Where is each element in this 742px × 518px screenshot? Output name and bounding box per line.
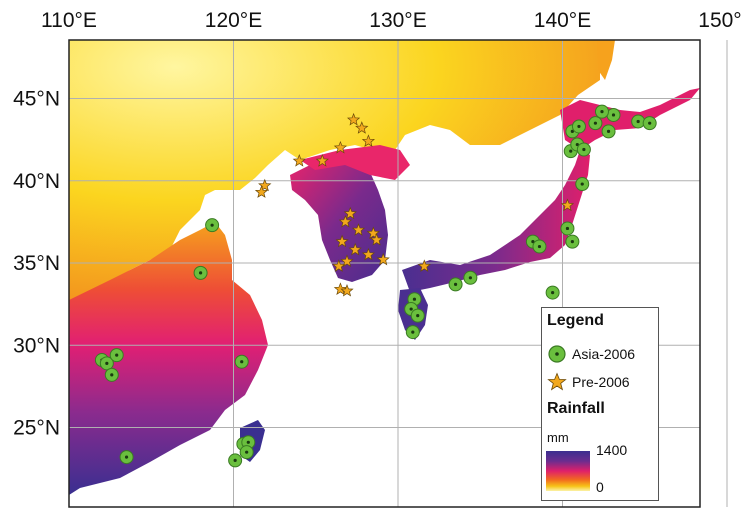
asia-2006-site-marker bbox=[239, 445, 254, 460]
asia-2006-site-marker bbox=[565, 234, 580, 249]
asia-2006-site-marker bbox=[545, 285, 560, 300]
asia-2006-site-marker bbox=[575, 177, 590, 192]
pre-2006-site-marker bbox=[376, 252, 390, 266]
pre-2006-site-marker bbox=[333, 140, 347, 154]
legend-pre-label: Pre-2006 bbox=[572, 374, 630, 390]
sakhalin bbox=[597, 40, 615, 80]
asia-2006-marker-icon bbox=[548, 345, 566, 363]
pre-2006-site-marker bbox=[369, 233, 384, 246]
rainfall-unit: mm bbox=[547, 430, 569, 445]
asia-2006-site-marker bbox=[410, 308, 425, 323]
asia-2006-site-marker bbox=[228, 453, 243, 468]
latitude-labels: 45°N 40°N 35°N 30°N 25°N bbox=[13, 88, 60, 440]
asia-2006-site-marker bbox=[205, 218, 220, 233]
longitude-tick-label: 150°E bbox=[698, 9, 742, 32]
rainfall-max-label: 1400 bbox=[596, 442, 628, 458]
asia-2006-site-marker bbox=[99, 356, 114, 371]
asia-2006-site-marker bbox=[631, 114, 646, 129]
asia-2006-site-marker bbox=[405, 325, 420, 340]
mainland-south bbox=[69, 222, 268, 495]
asia-2006-site-marker bbox=[104, 367, 119, 382]
asia-2006-site-marker bbox=[560, 221, 575, 236]
legend-panel: Legend Asia-2006 Pre-2006 Rainfall mm 14… bbox=[541, 307, 659, 501]
map-frame bbox=[68, 39, 701, 508]
pre-2006-site-marker bbox=[355, 121, 369, 134]
asia-2006-site-marker bbox=[109, 348, 124, 363]
longitude-tick-label: 120°E bbox=[205, 9, 262, 32]
northeast-land bbox=[300, 145, 410, 180]
asia-2006-site-marker bbox=[532, 239, 547, 254]
legend-row-asia: Asia-2006 bbox=[547, 344, 635, 364]
pre-2006-site-marker bbox=[315, 154, 329, 167]
asia-2006-site-marker bbox=[119, 450, 134, 465]
longitude-tick-label: 130°E bbox=[369, 9, 426, 32]
rainfall-title: Rainfall bbox=[547, 400, 605, 417]
longitude-labels: 110°E 120°E 130°E 140°E 150°E bbox=[41, 9, 742, 32]
legend-asia-label: Asia-2006 bbox=[572, 346, 636, 362]
legend-title: Legend bbox=[547, 312, 604, 329]
pre-2006-site-marker bbox=[417, 259, 431, 272]
pre-2006-site-marker bbox=[340, 284, 354, 297]
pre-2006-site-marker bbox=[361, 134, 376, 147]
asia-2006-site-marker bbox=[463, 270, 478, 285]
asia-2006-sites bbox=[94, 104, 657, 468]
asia-2006-site-marker bbox=[588, 116, 603, 131]
pre-2006-site-marker bbox=[340, 254, 354, 267]
asia-2006-site-marker bbox=[606, 107, 621, 122]
korea-peninsula bbox=[290, 160, 388, 282]
japan-honshu bbox=[402, 150, 590, 292]
asia-2006-site-marker bbox=[594, 104, 609, 119]
pre-2006-site-marker bbox=[332, 259, 346, 272]
pre-2006-site-marker bbox=[346, 112, 361, 126]
legend-row-pre: Pre-2006 bbox=[547, 372, 630, 392]
pre-2006-site-marker bbox=[348, 242, 362, 256]
longitude-tick-label: 140°E bbox=[534, 9, 591, 32]
mainland-north bbox=[69, 40, 600, 310]
japan-hokkaido bbox=[560, 88, 700, 150]
latitude-tick-label: 35°N bbox=[13, 252, 60, 275]
rainfall-colorbar bbox=[546, 451, 590, 491]
pre-2006-site-marker bbox=[351, 223, 366, 236]
latitude-tick-label: 25°N bbox=[13, 417, 60, 440]
pre-2006-site-marker bbox=[335, 234, 349, 248]
pre-2006-site-marker bbox=[254, 185, 269, 198]
asia-2006-site-marker bbox=[448, 277, 463, 292]
asia-2006-site-marker bbox=[576, 142, 591, 157]
pre-2006-site-marker bbox=[338, 214, 353, 228]
latitude-tick-label: 30°N bbox=[13, 334, 60, 357]
pre-2006-site-marker bbox=[292, 154, 306, 167]
pre-2006-site-marker bbox=[361, 247, 376, 261]
rainfall-min-label: 0 bbox=[596, 479, 604, 495]
pre-2006-star-icon bbox=[547, 372, 567, 391]
latitude-tick-label: 45°N bbox=[13, 88, 60, 111]
pre-2006-site-marker bbox=[333, 282, 348, 295]
asia-2006-site-marker bbox=[193, 265, 208, 280]
asia-2006-site-marker bbox=[601, 124, 616, 139]
pre-2006-site-marker bbox=[258, 178, 272, 192]
pre-2006-site-marker bbox=[560, 198, 575, 212]
pre-2006-sites bbox=[254, 112, 575, 297]
longitude-tick-label: 110°E bbox=[41, 9, 97, 32]
asia-2006-site-marker bbox=[642, 116, 657, 131]
latitude-tick-label: 40°N bbox=[13, 170, 60, 193]
pre-2006-site-marker bbox=[343, 206, 357, 220]
asia-2006-site-marker bbox=[571, 119, 586, 134]
asia-2006-site-marker bbox=[234, 354, 249, 369]
